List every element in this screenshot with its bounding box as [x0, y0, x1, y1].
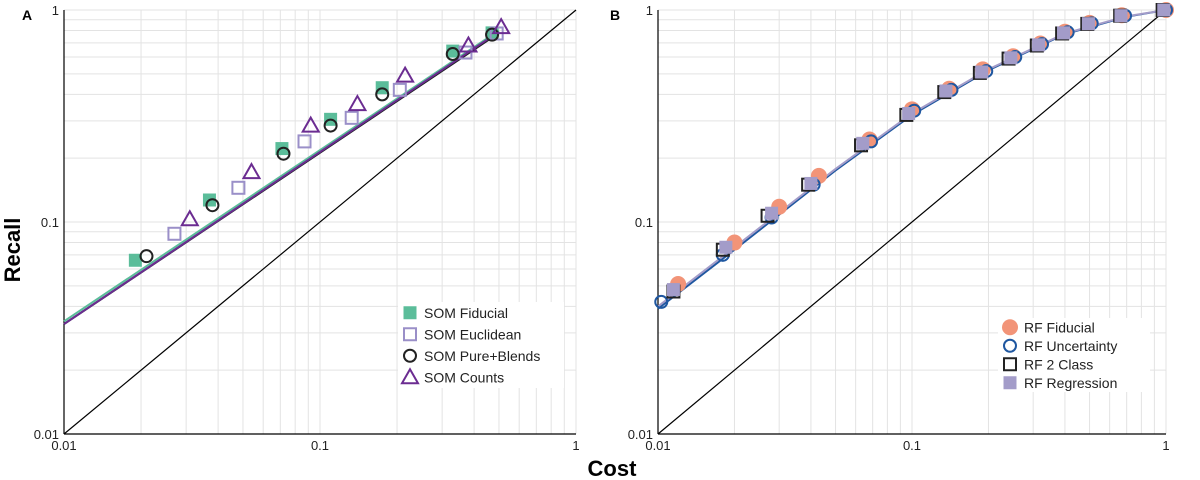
- rf-regression-point: [856, 136, 870, 150]
- som-fiducial-fit-line: [63, 29, 500, 323]
- rf-regression-legend-label: RF Regression: [1024, 375, 1117, 391]
- panel-b: B 0.01 0.1 1 0.01 0.1 1 RF Fiducial RF Uncertai…: [610, 2, 1174, 453]
- som-fiducial-legend-label: SOM Fiducial: [424, 305, 508, 321]
- som-counts-series: [180, 17, 511, 227]
- rf-regression-point: [975, 65, 989, 79]
- rf-uncertainty-legend-marker: [1003, 338, 1017, 353]
- rf-fiducial-legend-marker: [1002, 319, 1018, 336]
- rf-regression-point: [666, 283, 680, 297]
- som-pure-blends-point: [323, 118, 338, 133]
- rf-regression-point: [1004, 51, 1018, 65]
- som-euclidean-legend-marker: [403, 327, 417, 342]
- som-fiducial-point: [128, 253, 142, 267]
- y-axis-title: Recall: [0, 218, 25, 283]
- som-pure-blends-point: [205, 198, 220, 213]
- rf-regression-point: [1032, 38, 1046, 52]
- som-counts-point: [395, 65, 415, 83]
- rf-2-class-legend-label: RF 2 Class: [1024, 356, 1093, 372]
- reference-diagonal: [63, 9, 577, 435]
- x-tick-label: 1: [572, 438, 579, 453]
- som-euclidean-point: [297, 134, 312, 149]
- som-fiducial-legend-marker: [403, 306, 417, 320]
- som-pure-blends-point: [276, 146, 291, 161]
- legend-box: [998, 318, 1150, 392]
- rf-uncertainty-series: [654, 3, 1173, 309]
- rf-2-class-legend-marker: [1003, 357, 1017, 372]
- rf-regression-point: [939, 84, 953, 98]
- legend: SOM Fiducial SOM Euclidean SOM Pure+Blends…: [398, 302, 564, 388]
- rf-regression-point: [1114, 9, 1128, 23]
- som-euclidean-point: [344, 110, 359, 125]
- rf-2-class-series: [666, 3, 1170, 299]
- rf-regression-point: [765, 206, 779, 220]
- x-tick-label: 1: [1162, 438, 1169, 453]
- rf-fiducial-legend-label: RF Fiducial: [1024, 319, 1095, 335]
- som-pure-blends-point: [445, 47, 460, 62]
- som-counts-point: [301, 115, 321, 133]
- rf-regression-point: [1081, 17, 1095, 31]
- som-counts-point: [458, 35, 479, 53]
- som-euclidean-point: [392, 82, 407, 97]
- rf-uncertainty-point: [654, 294, 669, 309]
- legend-box: [398, 302, 564, 388]
- rf-uncertainty-legend-label: RF Uncertainty: [1024, 338, 1117, 354]
- y-tick-label: 0.1: [41, 215, 59, 230]
- x-tick-label: 0.01: [645, 438, 670, 453]
- rf-regression-series: [666, 3, 1171, 297]
- rf-regression-point: [804, 176, 818, 190]
- som-pure-blends-legend-label: SOM Pure+Blends: [424, 348, 540, 364]
- y-tick-label: 1: [52, 3, 59, 18]
- legend: RF Fiducial RF Uncertainty RF 2 Class RF Re…: [998, 318, 1150, 392]
- panel-a-label: A: [22, 7, 32, 23]
- som-pure-blends-point: [375, 87, 390, 102]
- y-tick-label: 0.01: [628, 427, 653, 442]
- rf-regression-legend-marker: [1003, 376, 1017, 390]
- rf-regression-point: [902, 106, 916, 120]
- x-tick-label: 0.1: [903, 438, 921, 453]
- som-pure-blends-series: [139, 27, 500, 264]
- som-pure-blends-legend-marker: [403, 348, 417, 363]
- som-euclidean-point: [167, 226, 182, 241]
- panel-b-label: B: [610, 7, 620, 23]
- som-counts-point: [241, 162, 262, 180]
- som-euclidean-point: [231, 180, 246, 195]
- som-counts-legend-marker: [400, 367, 420, 385]
- som-euclidean-legend-label: SOM Euclidean: [424, 326, 521, 342]
- y-tick-label: 0.01: [34, 427, 59, 442]
- panel-a: A 0.01 0.1 1 0.01 0.1 1 SOM Fiducial SOM Euclid…: [22, 3, 580, 453]
- reference-diagonal: [657, 9, 1167, 435]
- rf-regression-point: [719, 240, 733, 254]
- som-pure-blends-point: [485, 27, 500, 42]
- rf-regression-point: [1157, 3, 1171, 17]
- som-counts-legend-label: SOM Counts: [424, 369, 504, 385]
- x-tick-label: 0.1: [311, 438, 329, 453]
- y-tick-label: 0.1: [635, 215, 653, 230]
- y-tick-label: 1: [646, 3, 653, 18]
- som-pure-blends-point: [139, 249, 154, 264]
- som-counts-point: [180, 209, 200, 227]
- x-axis-title: Cost: [588, 456, 638, 480]
- som-counts-fit-line: [63, 30, 500, 325]
- som-fiducial-series: [128, 26, 499, 267]
- som-counts-point: [491, 17, 511, 35]
- rf-fiducial-series: [670, 2, 1174, 292]
- rf-regression-point: [1057, 26, 1071, 40]
- x-tick-label: 0.01: [51, 438, 76, 453]
- som-counts-point: [347, 94, 368, 112]
